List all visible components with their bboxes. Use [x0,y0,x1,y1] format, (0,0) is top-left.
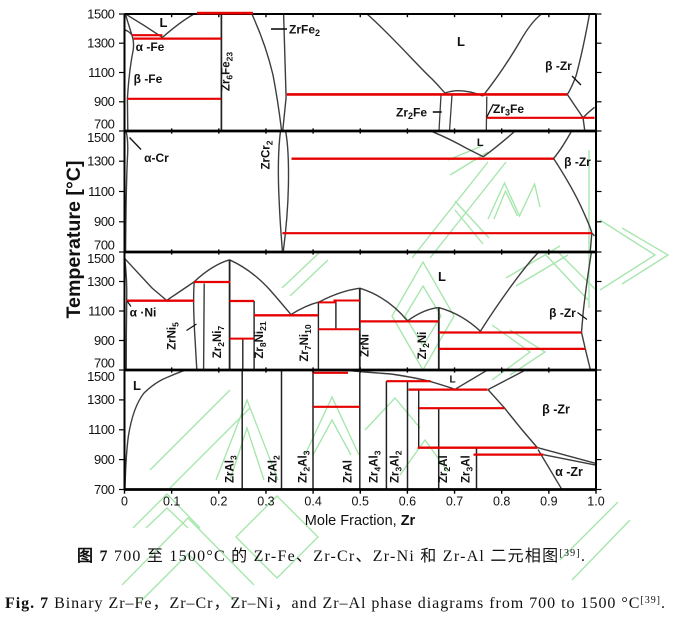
svg-text:0.5: 0.5 [352,494,369,508]
svg-text:1300: 1300 [87,154,114,169]
svg-text:β -Zr: β -Zr [549,306,576,320]
svg-text:L: L [457,34,465,49]
svg-text:Zr8​Ni21​: Zr8​Ni21​ [254,321,268,358]
svg-text:1.0: 1.0 [587,494,604,508]
svg-text:1100: 1100 [88,422,115,437]
svg-text:700: 700 [94,355,115,370]
svg-text:1300: 1300 [87,392,114,407]
svg-text:Zr2Fe: Zr2Fe [396,106,427,122]
svg-text:0.7: 0.7 [446,494,463,508]
svg-text:L: L [438,269,446,284]
svg-text:700: 700 [94,237,115,252]
svg-text:Zr6​Fe23​: Zr6​Fe23​ [221,52,235,91]
svg-text:Zr3​Al2​: Zr3​Al2​ [390,450,404,483]
svg-text:0.9: 0.9 [540,494,557,508]
svg-text:L: L [450,375,456,386]
svg-text:0.8: 0.8 [493,494,510,508]
svg-text:1300: 1300 [87,274,114,289]
svg-text:Temperature [°C]: Temperature [°C] [64,161,85,319]
svg-text:1300: 1300 [87,36,114,51]
svg-text:Zr2​Al: Zr2​Al [438,455,452,483]
svg-text:ZrAl2​: ZrAl2​ [268,455,282,483]
svg-text:Zr3​Al: Zr3​Al [461,455,475,483]
svg-text:0.6: 0.6 [399,494,416,508]
svg-text:β -Zr: β -Zr [542,403,570,417]
svg-text:900: 900 [94,214,115,229]
svg-text:0.1: 0.1 [163,494,180,508]
svg-text:Zr3Fe: Zr3Fe [493,102,524,118]
svg-text:1100: 1100 [88,65,115,80]
svg-text:1100: 1100 [88,303,115,318]
svg-text:ZrFe2: ZrFe2 [289,23,320,39]
svg-text:700: 700 [94,116,115,131]
svg-text:α-Cr: α-Cr [144,151,169,165]
svg-text:Zr2​Ni: Zr2​Ni [417,332,431,360]
svg-text:0.4: 0.4 [304,494,321,508]
svg-text:ZrAl3​: ZrAl3​ [225,455,239,483]
svg-text:0.2: 0.2 [210,494,227,508]
svg-text:α ·Ni: α ·Ni [130,306,157,320]
svg-text:α -Zr: α -Zr [555,465,583,479]
svg-text:ZrNi: ZrNi [360,334,372,357]
svg-text:Zr4​Al3​: Zr4​Al3​ [369,450,383,483]
svg-text:1100: 1100 [88,184,115,199]
svg-text:ZrNi5​: ZrNi5​ [167,322,181,350]
svg-text:700: 700 [94,482,115,497]
svg-text:Zr7​Ni10​: Zr7​Ni10​ [299,324,313,361]
svg-text:L: L [160,15,168,30]
svg-text:α -Fe: α -Fe [136,40,165,54]
svg-text:L: L [477,137,484,149]
svg-text:Zr2​Ni7​: Zr2​Ni7​ [212,326,226,359]
svg-text:0: 0 [121,494,128,508]
svg-text:β -Zr: β -Zr [564,155,591,169]
svg-text:ZrAl: ZrAl [343,460,355,483]
svg-text:900: 900 [94,94,115,109]
svg-text:1500: 1500 [87,369,114,384]
svg-text:图 7 700 至 1500°C 的 Zr-Fe、Zr-Cr: 图 7 700 至 1500°C 的 Zr-Fe、Zr-Cr、Zr-Ni 和 Z… [77,547,585,565]
svg-text:β -Fe: β -Fe [134,72,163,86]
svg-text:β -Zr: β -Zr [545,59,572,73]
svg-text:Mole Fraction, Zr: Mole Fraction, Zr [305,513,416,529]
svg-text:1500: 1500 [87,6,114,21]
svg-text:Zr2​Al3​: Zr2​Al3​ [298,450,312,483]
svg-text:Fig. 7 Binary Zr–Fe，Zr–Cr，Zr–N: Fig. 7 Binary Zr–Fe，Zr–Cr，Zr–Ni，and Zr–A… [5,595,665,612]
svg-text:L: L [133,378,141,393]
svg-text:0.3: 0.3 [257,494,274,508]
svg-text:1500: 1500 [87,251,114,266]
svg-text:ZrCr2: ZrCr2 [261,140,275,169]
svg-text:900: 900 [94,452,115,467]
svg-text:900: 900 [94,333,115,348]
svg-text:1500: 1500 [87,130,114,145]
